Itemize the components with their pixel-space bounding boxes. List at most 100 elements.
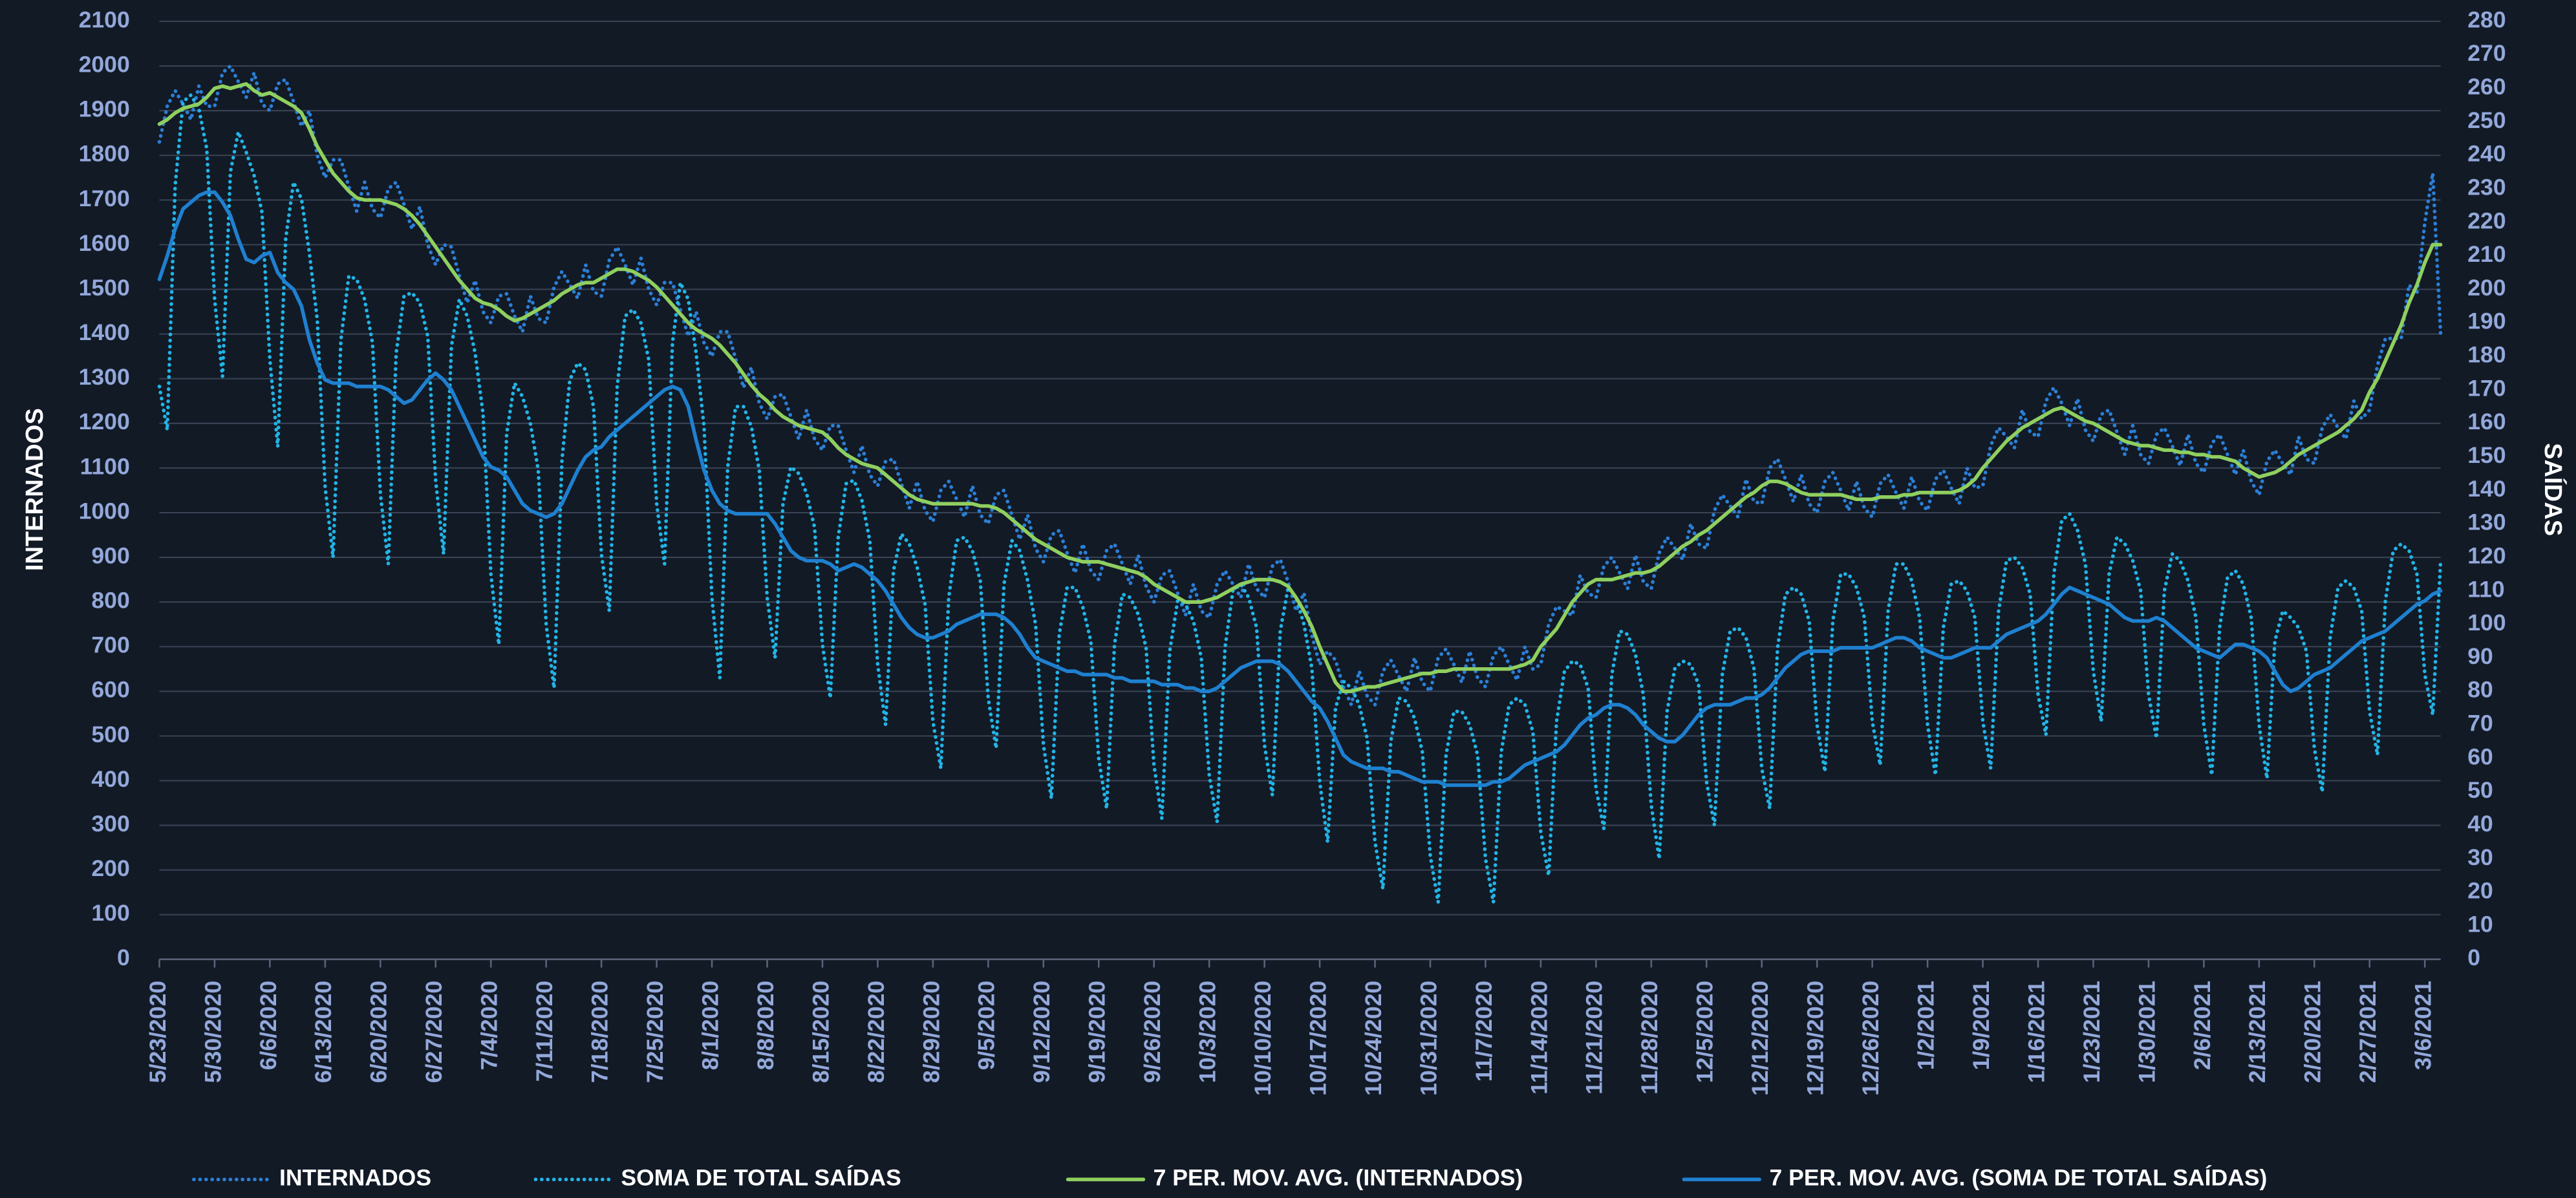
x-tick-label: 2/20/2021 — [2300, 981, 2326, 1083]
x-tick-label: 9/5/2020 — [974, 981, 1000, 1070]
x-tick-label: 2/27/2021 — [2355, 981, 2381, 1083]
x-tick-label: 12/26/2020 — [1858, 981, 1884, 1096]
y-tick-label: 1800 — [79, 141, 130, 167]
y2-tick-label: 110 — [2467, 576, 2504, 602]
y-tick-label: 900 — [91, 542, 129, 568]
y-tick-label: 2000 — [79, 52, 130, 78]
legend-label: SOMA DE TOTAL SAÍDAS — [621, 1165, 901, 1191]
x-tick-label: 6/6/2020 — [255, 981, 281, 1070]
y2-tick-label: 170 — [2467, 375, 2506, 401]
y2-tick-label: 180 — [2467, 342, 2506, 368]
x-tick-label: 9/26/2020 — [1139, 981, 1165, 1083]
y2-tick-label: 240 — [2467, 141, 2506, 167]
y2-tick-label: 10 — [2467, 911, 2493, 937]
dotted-line — [157, 93, 2443, 904]
y2-tick-label: 20 — [2467, 878, 2493, 904]
x-tick-label: 12/5/2020 — [1692, 981, 1718, 1083]
x-tick-label: 10/17/2020 — [1305, 981, 1331, 1096]
x-tick-label: 10/10/2020 — [1250, 981, 1276, 1096]
x-tick-label: 2/6/2021 — [2189, 981, 2215, 1070]
x-tick-label: 8/15/2020 — [808, 981, 833, 1083]
x-tick-label: 8/8/2020 — [753, 981, 778, 1070]
y-tick-label: 2100 — [79, 6, 130, 32]
y-tick-label: 600 — [91, 677, 129, 703]
x-tick-label: 5/23/2020 — [145, 981, 171, 1083]
y-tick-label: 1000 — [79, 498, 130, 524]
x-tick-label: 3/6/2021 — [2410, 981, 2436, 1070]
x-tick-label: 11/28/2020 — [1637, 981, 1662, 1095]
y2-tick-label: 260 — [2467, 74, 2506, 100]
y-tick-label: 200 — [91, 855, 129, 881]
y2-tick-label: 0 — [2467, 945, 2480, 970]
y2-tick-label: 220 — [2467, 208, 2506, 233]
y-tick-label: 800 — [91, 588, 129, 614]
y2-tick-label: 150 — [2467, 442, 2506, 468]
x-tick-label: 11/14/2020 — [1526, 981, 1552, 1095]
y2-axis-title: SAÍDAS — [2539, 443, 2568, 536]
y2-tick-label: 70 — [2467, 711, 2493, 736]
y-tick-label: 1300 — [79, 364, 130, 390]
y-tick-label: 1900 — [79, 96, 130, 122]
x-tick-label: 8/1/2020 — [697, 981, 723, 1070]
y2-tick-label: 140 — [2467, 476, 2506, 502]
legend-label: 7 PER. MOV. AVG. (SOMA DE TOTAL SAÍDAS) — [1769, 1165, 2267, 1191]
x-tick-label: 7/18/2020 — [587, 981, 613, 1083]
y2-tick-label: 120 — [2467, 542, 2506, 568]
moving-average-line — [157, 190, 2443, 787]
y-tick-label: 1700 — [79, 186, 130, 211]
x-tick-label: 7/4/2020 — [477, 981, 502, 1070]
x-tick-label: 1/2/2021 — [1913, 981, 1939, 1070]
x-tick-label: 11/7/2020 — [1471, 981, 1497, 1082]
y2-tick-label: 100 — [2467, 610, 2506, 636]
y2-tick-label: 40 — [2467, 811, 2493, 837]
y2-tick-label: 270 — [2467, 40, 2506, 66]
x-tick-label: 6/20/2020 — [366, 981, 392, 1083]
y2-tick-label: 90 — [2467, 643, 2493, 669]
x-tick-label: 12/19/2020 — [1803, 981, 1829, 1096]
y-tick-label: 1200 — [79, 409, 130, 434]
y2-tick-label: 230 — [2467, 174, 2506, 200]
y-tick-label: 400 — [91, 766, 129, 792]
x-tick-label: 6/13/2020 — [310, 981, 336, 1083]
x-tick-label: 7/25/2020 — [642, 981, 668, 1083]
x-tick-label: 1/9/2021 — [1968, 981, 1994, 1070]
y2-tick-label: 280 — [2467, 6, 2506, 32]
x-tick-label: 5/30/2020 — [200, 981, 226, 1083]
moving-average-line — [157, 81, 2443, 694]
y2-tick-label: 190 — [2467, 308, 2506, 334]
x-tick-label: 2/13/2021 — [2244, 981, 2270, 1083]
y2-tick-label: 50 — [2467, 777, 2493, 803]
y2-tick-label: 80 — [2467, 677, 2493, 703]
y2-tick-label: 130 — [2467, 509, 2506, 535]
legend-label: 7 PER. MOV. AVG. (INTERNADOS) — [1154, 1165, 1523, 1191]
x-tick-label: 9/12/2020 — [1029, 981, 1055, 1083]
y-tick-label: 1400 — [79, 319, 130, 345]
x-tick-label: 11/21/2020 — [1582, 981, 1607, 1095]
y2-tick-label: 200 — [2467, 275, 2506, 301]
x-tick-label: 1/16/2021 — [2023, 981, 2049, 1083]
x-tick-label: 1/30/2021 — [2134, 981, 2160, 1083]
x-tick-label: 8/22/2020 — [863, 981, 889, 1083]
x-tick-label: 12/12/2020 — [1747, 981, 1773, 1096]
y-axis-title: INTERNADOS — [21, 408, 48, 571]
y-tick-label: 1600 — [79, 230, 130, 256]
x-tick-label: 10/24/2020 — [1360, 981, 1386, 1096]
x-tick-label: 7/11/2020 — [531, 981, 557, 1082]
x-tick-label: 1/23/2021 — [2079, 981, 2105, 1083]
legend-label: INTERNADOS — [279, 1165, 431, 1191]
y-tick-label: 0 — [117, 945, 130, 970]
y-tick-label: 1100 — [80, 453, 130, 479]
x-tick-label: 6/27/2020 — [421, 981, 447, 1083]
y-tick-label: 100 — [91, 900, 129, 926]
y-tick-label: 1500 — [79, 275, 130, 301]
x-tick-label: 10/3/2020 — [1195, 981, 1221, 1083]
y2-tick-label: 160 — [2467, 409, 2506, 434]
y-tick-label: 300 — [91, 811, 129, 837]
y2-tick-label: 60 — [2467, 743, 2493, 769]
x-tick-label: 10/31/2020 — [1415, 981, 1441, 1096]
y-tick-label: 500 — [91, 722, 129, 747]
y2-tick-label: 210 — [2467, 241, 2506, 267]
y2-tick-label: 30 — [2467, 844, 2493, 870]
